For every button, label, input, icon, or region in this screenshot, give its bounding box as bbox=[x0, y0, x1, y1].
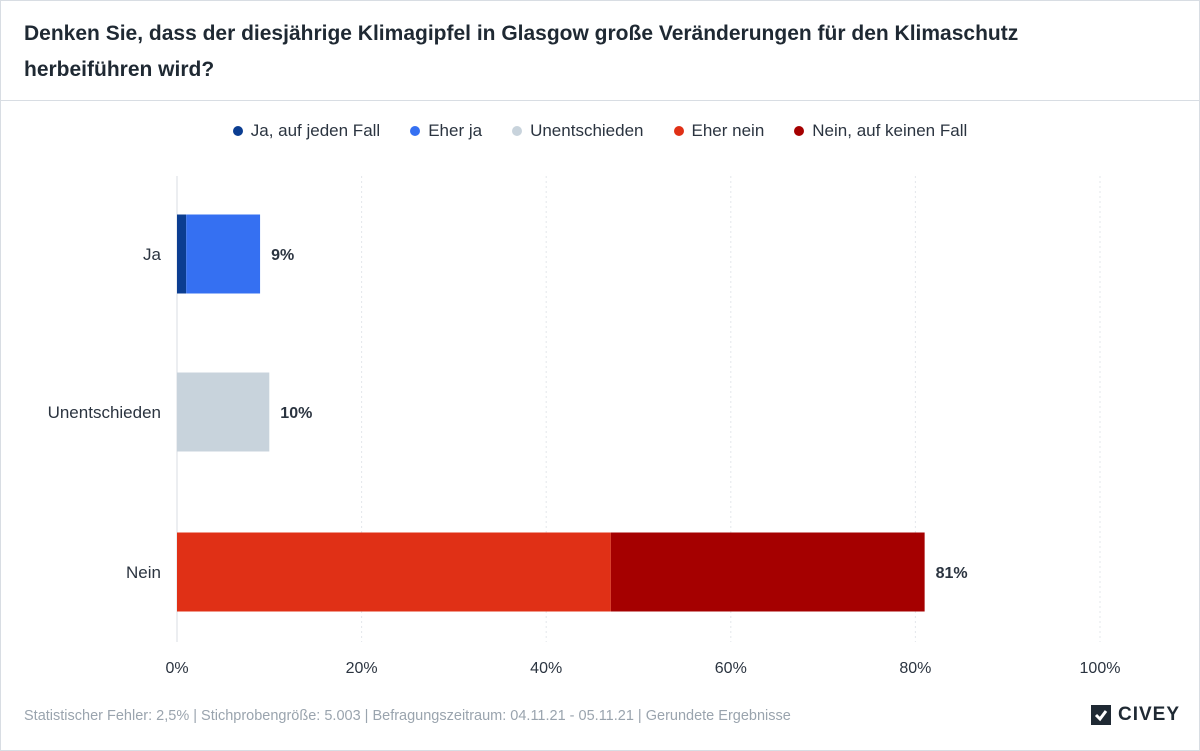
legend-item-ja-auf-jeden-fall[interactable]: Ja, auf jeden Fall bbox=[232, 121, 381, 141]
legend: Ja, auf jeden Fall Eher ja Unentschieden… bbox=[0, 121, 1200, 141]
legend-marker bbox=[673, 126, 684, 136]
legend-item-nein-auf-keinen-fall[interactable]: Nein, auf keinen Fall bbox=[794, 121, 967, 141]
legend-label: Ja, auf jeden Fall bbox=[250, 121, 381, 140]
x-tick-label: 40% bbox=[530, 660, 562, 677]
x-tick-label: 100% bbox=[1080, 660, 1121, 677]
x-tick-label: 20% bbox=[346, 660, 378, 677]
brand-logo: CIVEY bbox=[1090, 704, 1180, 726]
bar-segment bbox=[177, 214, 187, 294]
bar-total-label: 9% bbox=[271, 247, 294, 264]
legend-label: Nein, auf keinen Fall bbox=[812, 121, 968, 140]
x-tick-label: 60% bbox=[715, 660, 747, 677]
legend-label: Eher nein bbox=[691, 121, 765, 140]
category-label: Ja bbox=[143, 245, 162, 264]
bar-segment bbox=[177, 372, 270, 452]
bar-total-label: 10% bbox=[280, 405, 312, 422]
legend-marker bbox=[512, 126, 523, 136]
category-label: Unentschieden bbox=[48, 403, 161, 422]
x-tick-label: 80% bbox=[899, 660, 931, 677]
category-label: Nein bbox=[126, 563, 161, 582]
bar-segment bbox=[186, 214, 261, 294]
legend-marker bbox=[794, 126, 805, 136]
chart-title: Denken Sie, dass der diesjährige Klimagi… bbox=[24, 22, 1019, 81]
brand-name: CIVEY bbox=[1118, 704, 1181, 725]
legend-marker bbox=[410, 126, 421, 136]
legend-label: Unentschieden bbox=[530, 121, 644, 140]
bar-segment bbox=[610, 532, 925, 612]
legend-label: Eher ja bbox=[428, 121, 483, 140]
title-divider bbox=[1, 100, 1199, 101]
bar-total-label: 81% bbox=[936, 565, 968, 582]
legend-item-eher-nein[interactable]: Eher nein bbox=[673, 121, 765, 141]
footer-note: Statistischer Fehler: 2,5% | Stichproben… bbox=[24, 708, 791, 724]
legend-item-eher-ja[interactable]: Eher ja bbox=[410, 121, 482, 141]
legend-marker bbox=[232, 126, 243, 136]
civey-logo-icon bbox=[1091, 705, 1111, 725]
bar-segment bbox=[177, 532, 611, 612]
legend-item-unentschieden[interactable]: Unentschieden bbox=[512, 121, 644, 141]
x-tick-label: 0% bbox=[165, 660, 188, 677]
